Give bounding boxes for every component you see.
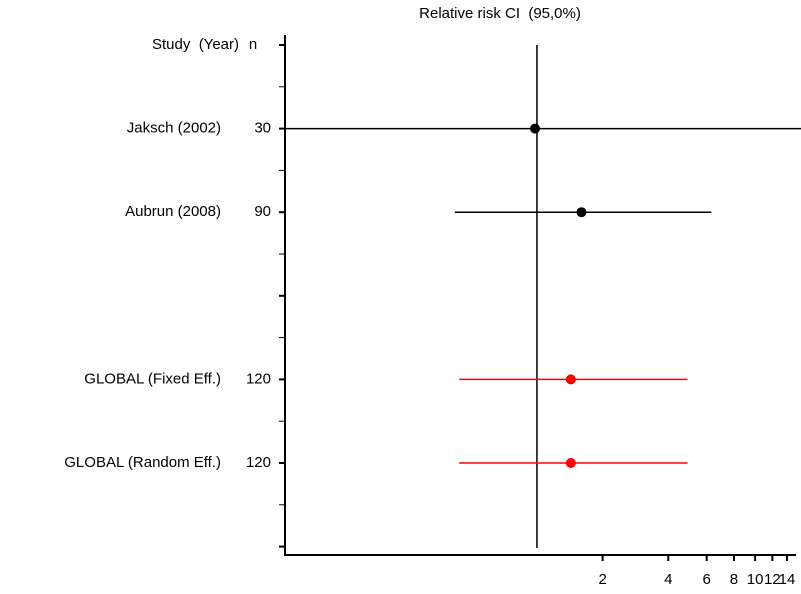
n-label: 90 xyxy=(254,203,271,220)
n-label: 30 xyxy=(254,120,271,137)
n-header: n xyxy=(249,36,257,53)
chart-title: Relative risk CI (95,0%) xyxy=(419,5,581,22)
n-label: 120 xyxy=(246,370,271,387)
x-tick-label: 14 xyxy=(779,571,796,588)
n-label: 120 xyxy=(246,454,271,471)
study-label: GLOBAL (Random Eff.) xyxy=(64,454,221,471)
point-estimate xyxy=(565,458,576,468)
study-header: Study (Year) xyxy=(152,36,239,53)
x-tick-label: 6 xyxy=(703,571,711,588)
plot-area xyxy=(285,45,801,548)
x-tick-label: 2 xyxy=(598,571,606,588)
point-estimate xyxy=(576,207,587,218)
study-label: Jaksch (2002) xyxy=(127,120,221,137)
x-tick-label: 8 xyxy=(730,571,738,588)
point-estimate xyxy=(565,374,576,385)
x-tick-label: 12 xyxy=(764,571,781,588)
x-tick-label: 4 xyxy=(664,571,672,588)
x-tick-label: 10 xyxy=(747,571,764,588)
study-label: Aubrun (2008) xyxy=(125,203,221,220)
study-label: GLOBAL (Fixed Eff.) xyxy=(84,370,221,387)
point-estimate xyxy=(530,123,541,134)
